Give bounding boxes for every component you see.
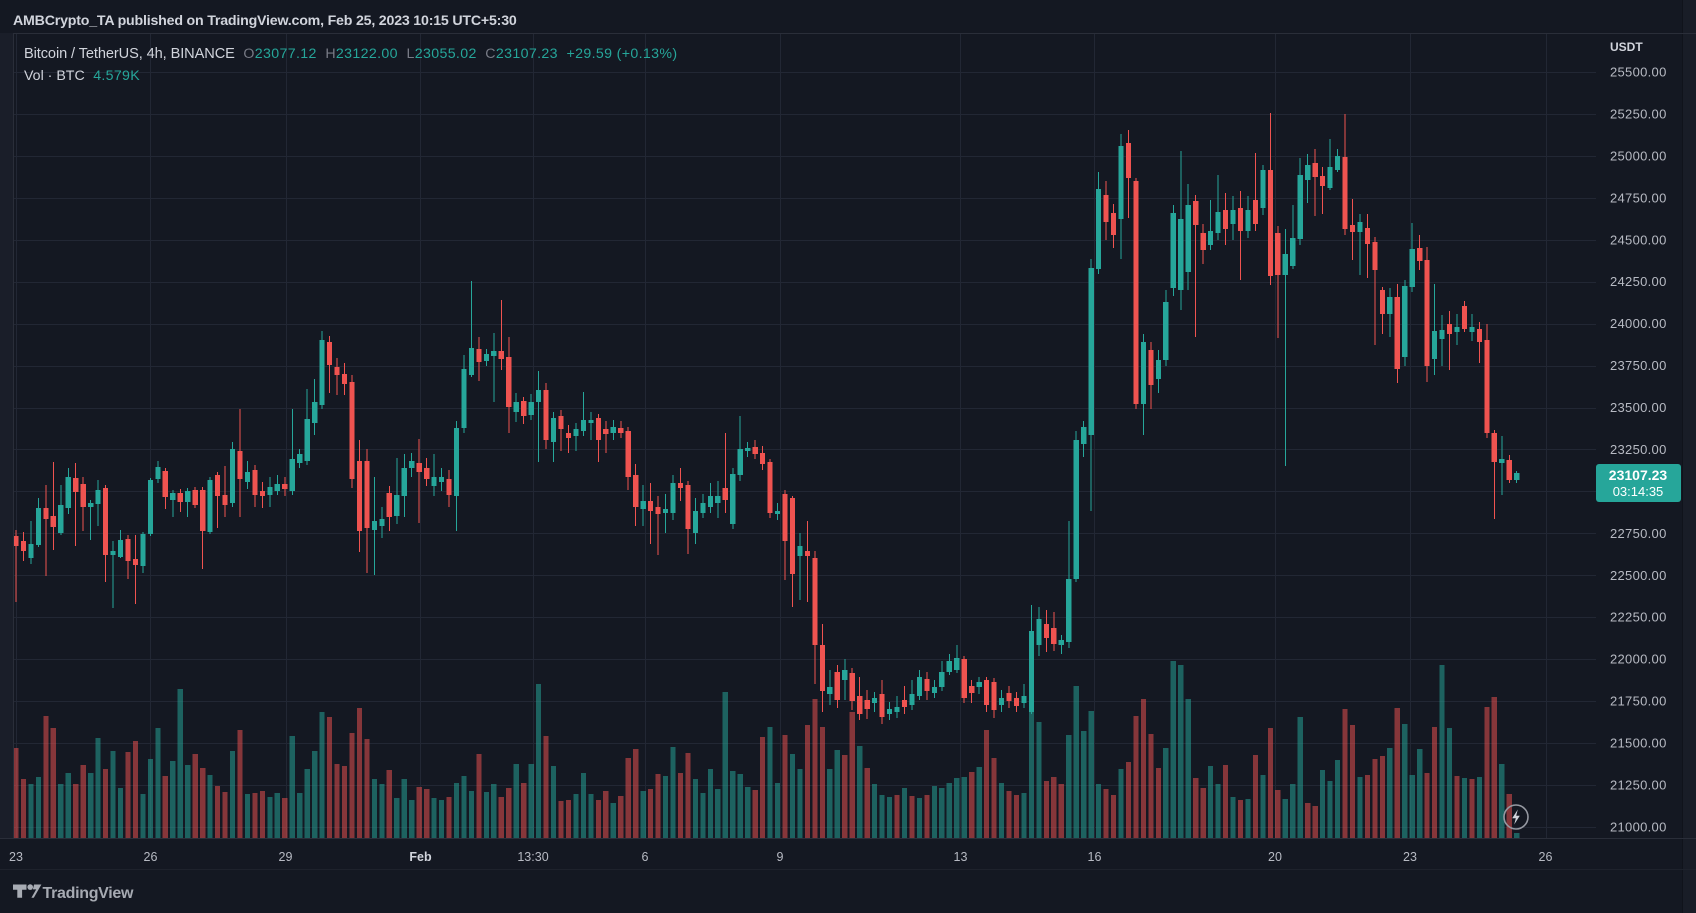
svg-text:23750.00: 23750.00	[1610, 358, 1667, 373]
svg-text:13:30: 13:30	[517, 850, 548, 864]
svg-text:24000.00: 24000.00	[1610, 316, 1667, 331]
svg-text:TradingView: TradingView	[43, 885, 135, 902]
svg-text:USDT: USDT	[1610, 40, 1643, 54]
svg-text:6: 6	[642, 850, 649, 864]
svg-text:13: 13	[954, 850, 968, 864]
svg-text:24750.00: 24750.00	[1610, 190, 1667, 205]
svg-text:22000.00: 22000.00	[1610, 652, 1667, 667]
svg-text:03:14:35: 03:14:35	[1613, 484, 1664, 499]
svg-text:25250.00: 25250.00	[1610, 106, 1667, 121]
svg-text:21000.00: 21000.00	[1610, 819, 1667, 834]
svg-text:25000.00: 25000.00	[1610, 148, 1667, 163]
svg-text:26: 26	[144, 850, 158, 864]
svg-text:23250.00: 23250.00	[1610, 442, 1667, 457]
svg-text:21500.00: 21500.00	[1610, 736, 1667, 751]
svg-text:23500.00: 23500.00	[1610, 400, 1667, 415]
svg-text:Bitcoin / TetherUS, 4h, BINANC: Bitcoin / TetherUS, 4h, BINANCE O23077.1…	[24, 46, 677, 62]
svg-text:22500.00: 22500.00	[1610, 568, 1667, 583]
svg-text:21250.00: 21250.00	[1610, 778, 1667, 793]
svg-text:22250.00: 22250.00	[1610, 610, 1667, 625]
svg-text:25500.00: 25500.00	[1610, 65, 1667, 80]
svg-text:16: 16	[1088, 850, 1102, 864]
svg-text:21750.00: 21750.00	[1610, 694, 1667, 709]
svg-text:9: 9	[777, 850, 784, 864]
svg-text:23: 23	[9, 850, 23, 864]
svg-text:Vol · BTC 4.579K: Vol · BTC 4.579K	[24, 68, 140, 84]
svg-text:23: 23	[1403, 850, 1417, 864]
svg-text:Feb: Feb	[409, 850, 432, 864]
svg-text:29: 29	[279, 850, 293, 864]
svg-text:20: 20	[1268, 850, 1282, 864]
svg-text:23107.23: 23107.23	[1609, 467, 1668, 483]
svg-text:26: 26	[1539, 850, 1553, 864]
svg-text:22750.00: 22750.00	[1610, 526, 1667, 541]
svg-text:AMBCrypto_TA published on Trad: AMBCrypto_TA published on TradingView.co…	[13, 13, 517, 29]
svg-text:24250.00: 24250.00	[1610, 274, 1667, 289]
svg-text:24500.00: 24500.00	[1610, 232, 1667, 247]
